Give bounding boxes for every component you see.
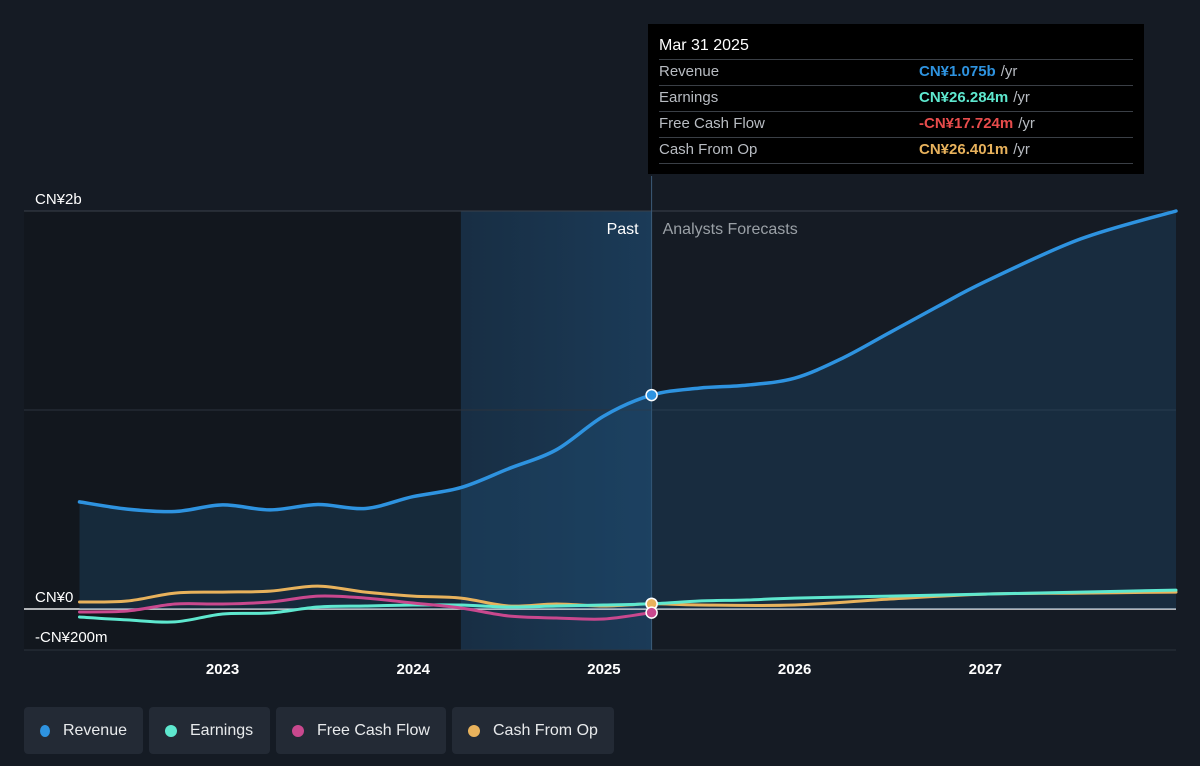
tooltip-date: Mar 31 2025 [659,37,749,54]
x-tick-label: 2024 [397,661,431,678]
chart-series [77,209,1178,624]
x-tick-label: 2023 [206,661,239,678]
history-region [24,211,461,650]
revenue-line [77,209,1178,514]
tooltip-label: Cash From Op [659,141,758,158]
past-label: Past [607,221,640,238]
tooltip-row-cash-from-op: Cash From Op CN¥26.401m /yr [659,137,1133,164]
legend-label: Cash From Op [493,721,598,739]
tooltip-unit: /yr [1000,63,1018,80]
revenue-dot-icon [40,724,50,737]
tooltip-value: CN¥1.075b [919,63,996,80]
legend-label: Revenue [62,721,127,739]
tooltip-row-earnings: Earnings CN¥26.284m /yr [659,85,1133,111]
x-tick-label: 2027 [969,661,1002,678]
tooltip-value: CN¥26.284m [919,89,1009,106]
cash-from-op-dot-icon [468,724,480,737]
tooltip-panel: Mar 31 2025 Revenue CN¥1.075b /yr Earnin… [648,24,1144,174]
tooltip-row-revenue: Revenue CN¥1.075b /yr [659,59,1133,85]
tooltip-unit: /yr [1013,141,1030,158]
chart-grid [24,176,1176,651]
chart-labels: Past Analysts Forecasts CN¥2b CN¥0 -CN¥200… [35,191,1002,678]
x-tick-label: 2025 [587,661,620,678]
legend-label: Earnings [190,721,254,739]
tooltip-value: -CN¥17.724m [919,115,1014,132]
x-tick-label: 2026 [778,661,811,678]
tooltip-value: CN¥26.401m [919,141,1009,158]
tooltip-label: Revenue [659,63,720,80]
free-cash-flow-dot-icon [292,724,304,737]
y-tick-label: -CN¥200m [35,629,108,646]
legend-item-free-cash-flow[interactable]: Free Cash Flow [276,707,446,754]
y-tick-label: CN¥2b [35,191,82,208]
revenue-marker [645,388,658,402]
tooltip-label: Earnings [659,89,719,106]
tooltip-label: Free Cash Flow [659,115,765,132]
free-cash-flow-line [78,594,654,621]
tooltip-unit: /yr [1018,115,1035,132]
tooltip-row-free-cash-flow: Free Cash Flow -CN¥17.724m /yr [659,111,1133,137]
chart-legend: Revenue Earnings Free Cash Flow Cash Fro… [24,707,614,754]
earnings-dot-icon [165,724,177,737]
legend-label: Free Cash Flow [317,721,430,739]
forecast-label: Analysts Forecasts [663,221,798,238]
free-cash-flow-marker [645,606,658,619]
past-region [460,211,652,650]
legend-item-earnings[interactable]: Earnings [149,707,270,754]
y-tick-label: CN¥0 [35,589,73,606]
tooltip-unit: /yr [1013,89,1030,106]
earnings-line [78,588,1178,624]
chart-regions [24,211,652,650]
legend-item-revenue[interactable]: Revenue [24,707,143,754]
legend-item-cash-from-op[interactable]: Cash From Op [452,707,614,754]
